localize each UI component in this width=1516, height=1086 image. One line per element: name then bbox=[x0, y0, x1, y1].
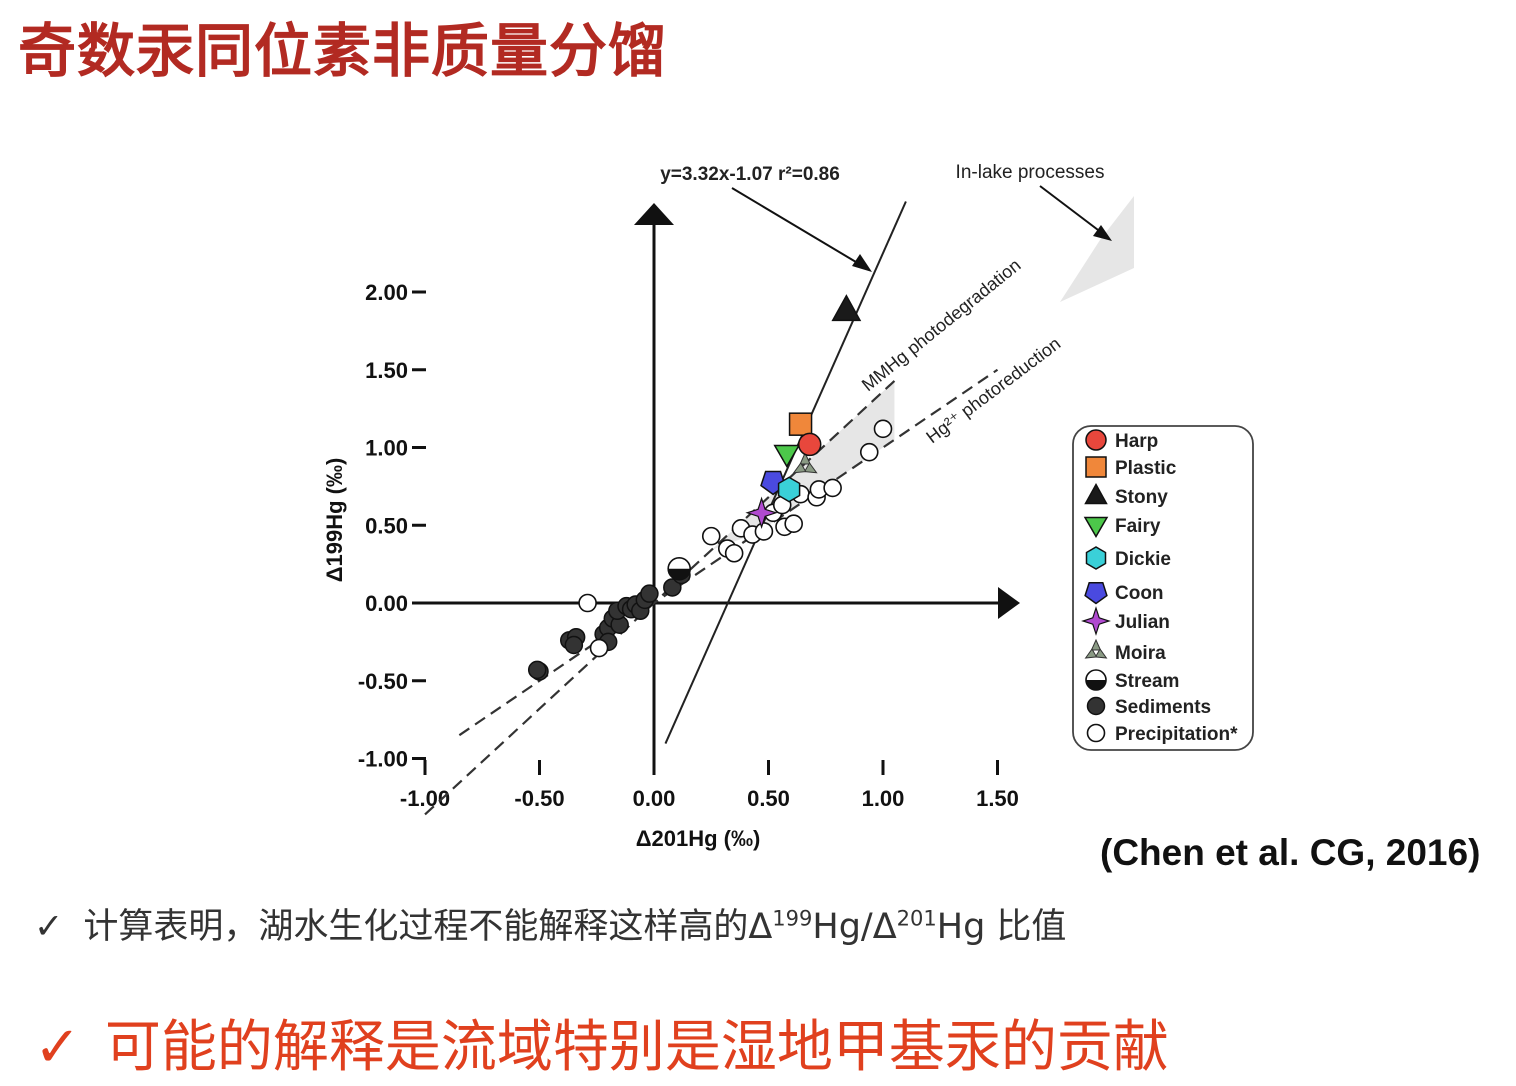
y-tick-label: -0.50 bbox=[358, 669, 408, 694]
regression-line bbox=[664, 201, 907, 744]
legend-marker-coon bbox=[1084, 581, 1108, 605]
x-axis-label: Δ201Hg (‰) bbox=[636, 826, 761, 851]
legend-marker-precipitation bbox=[1086, 723, 1106, 743]
point-sediments bbox=[640, 584, 659, 603]
in-lake-arrow bbox=[1039, 185, 1107, 237]
point-sediments bbox=[663, 578, 682, 597]
legend-label-moira: Moira bbox=[1115, 643, 1166, 664]
x-tick-label: 1.50 bbox=[976, 786, 1019, 811]
point-dickie bbox=[777, 476, 801, 503]
bullet-text: 可能的解释是流域特别是湿地甲基汞的贡献 bbox=[104, 1015, 1169, 1080]
y-tick-label: 0.00 bbox=[365, 591, 408, 616]
in-lake-label: In-lake processes bbox=[956, 162, 1105, 183]
in-lake-arrowhead bbox=[1093, 225, 1112, 241]
point-precipitation bbox=[873, 419, 893, 439]
y-tick-label: 0.50 bbox=[365, 513, 408, 538]
point-stony bbox=[831, 294, 862, 322]
marker-fill bbox=[1086, 680, 1106, 690]
point-julian bbox=[745, 496, 778, 530]
legend-label-plastic: Plastic bbox=[1115, 458, 1177, 479]
point-precipitation bbox=[589, 638, 609, 658]
data-points bbox=[527, 294, 893, 681]
point-moira bbox=[792, 451, 818, 474]
band-fill-end bbox=[1060, 196, 1134, 302]
marker-arm bbox=[799, 451, 811, 465]
x-tick-label: 1.00 bbox=[862, 786, 905, 811]
citation: (Chen et al. CG, 2016) bbox=[1100, 832, 1481, 873]
legend-label-coon: Coon bbox=[1115, 583, 1164, 604]
legend-label-stream: Stream bbox=[1115, 671, 1179, 692]
point-sediments bbox=[564, 635, 584, 655]
legend: Harp Plastic Stony Fairy Dickie Coon Julian Moi… bbox=[1072, 425, 1254, 751]
point-plastic bbox=[788, 412, 813, 436]
superscript-199: 199 bbox=[772, 906, 813, 931]
legend-marker-dickie bbox=[1085, 546, 1107, 570]
legend-box bbox=[1072, 425, 1254, 751]
point-fairy bbox=[773, 444, 801, 468]
y-tick-label: -1.00 bbox=[358, 747, 408, 772]
bullet-explanation: ✓ 可能的解释是流域特别是湿地甲基汞的贡献 bbox=[34, 1002, 1169, 1083]
point-harp bbox=[797, 432, 822, 457]
legend-label-harp: Harp bbox=[1115, 431, 1158, 452]
marker-fill bbox=[668, 568, 691, 580]
point-precipitation bbox=[859, 442, 879, 462]
legend-label-precipitation: Precipitation* bbox=[1115, 724, 1238, 745]
legend-marker-fairy bbox=[1083, 516, 1109, 538]
superscript-201: 201 bbox=[896, 906, 937, 931]
marker-arm bbox=[1090, 638, 1102, 651]
marker-arm bbox=[792, 462, 807, 474]
marker-arm bbox=[1094, 648, 1108, 659]
legend-marker-harp bbox=[1085, 429, 1107, 451]
legend-label-julian: Julian bbox=[1115, 612, 1170, 633]
regression-arrowhead bbox=[852, 254, 872, 272]
point-sediments bbox=[527, 660, 547, 680]
y-axis-arrow bbox=[634, 203, 674, 225]
legend-marker-stream bbox=[1085, 669, 1107, 691]
bullet-text-suffix: Hg 比值 bbox=[936, 907, 1067, 947]
bullet-calculation: ✓ 计算表明，湖水生化过程不能解释这样高的Δ199Hg/Δ201Hg 比值 bbox=[34, 898, 1066, 949]
legend-label-fairy: Fairy bbox=[1115, 516, 1161, 537]
y-axis-label: Δ199Hg (‰) bbox=[322, 458, 347, 583]
x-tick-label: -0.50 bbox=[514, 786, 564, 811]
point-precipitation bbox=[784, 514, 803, 533]
y-tick-label: 2.00 bbox=[365, 280, 408, 305]
legend-label-sediments: Sediments bbox=[1115, 697, 1211, 718]
legend-marker-julian bbox=[1081, 606, 1111, 636]
point-precipitation bbox=[701, 526, 721, 546]
point-precipitation bbox=[578, 593, 597, 613]
slide-title: 奇数汞同位素非质量分馏 bbox=[18, 17, 668, 85]
check-mark: ✓ bbox=[34, 1015, 81, 1080]
check-mark: ✓ bbox=[34, 907, 64, 947]
x-tick-label: 0.50 bbox=[747, 786, 790, 811]
point-stream bbox=[667, 556, 691, 581]
point-precipitation bbox=[724, 543, 744, 563]
regression-arrow bbox=[731, 187, 867, 269]
regression-equation: y=3.32x-1.07 r²=0.86 bbox=[660, 164, 840, 185]
bullet-text-mid: Hg/Δ bbox=[812, 907, 897, 947]
legend-marker-plastic bbox=[1085, 456, 1107, 478]
reference-line bbox=[424, 380, 896, 816]
legend-marker-sediments bbox=[1086, 696, 1106, 716]
marker-arm bbox=[803, 462, 818, 474]
y-tick-label: 1.50 bbox=[365, 358, 408, 383]
bullet-text-prefix: 计算表明，湖水生化过程不能解释这样高的Δ bbox=[83, 907, 773, 947]
legend-label-dickie: Dickie bbox=[1115, 549, 1171, 570]
x-axis-arrow bbox=[998, 587, 1020, 619]
axes: -1.00 -0.50 0.00 0.50 1.00 1.50 2.00 1.50 1.00 0.… bbox=[322, 203, 1020, 851]
x-tick-label: 0.00 bbox=[633, 786, 676, 811]
point-precipitation bbox=[823, 478, 842, 498]
reference-lines bbox=[424, 201, 999, 816]
legend-label-stony: Stony bbox=[1115, 487, 1168, 508]
hg2-label: Hg²⁺ photoreduction bbox=[922, 333, 1064, 447]
legend-marker-moira bbox=[1084, 638, 1108, 659]
point-precipitation bbox=[754, 522, 774, 541]
legend-marker-stony bbox=[1084, 482, 1108, 505]
y-tick-label: 1.00 bbox=[365, 436, 408, 461]
marker-arm bbox=[1084, 648, 1098, 659]
band-fill bbox=[711, 260, 895, 551]
